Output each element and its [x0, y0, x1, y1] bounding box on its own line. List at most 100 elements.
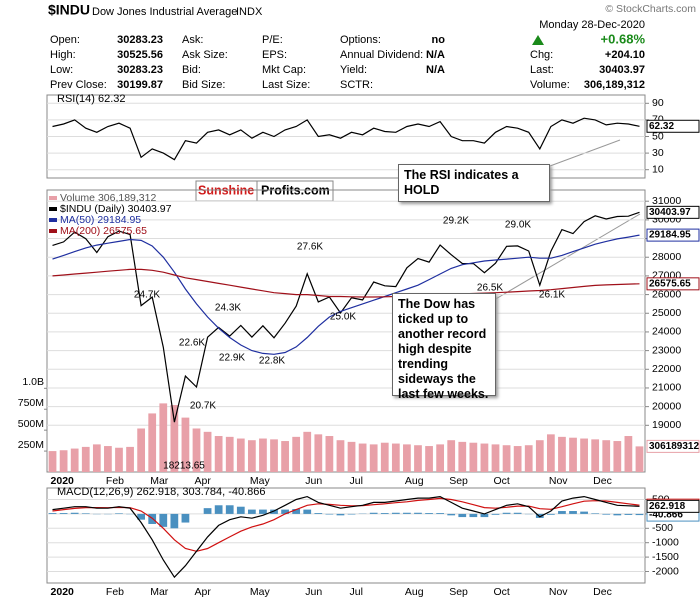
bar — [70, 512, 79, 514]
bar — [148, 413, 157, 472]
bar — [546, 513, 555, 515]
y-tick-label: 23000 — [652, 344, 681, 356]
panel-frame — [46, 487, 646, 584]
bar — [48, 451, 57, 472]
bar — [181, 417, 190, 472]
y2-tick-label: 750M — [18, 397, 44, 409]
bar — [491, 444, 500, 472]
symbol: $INDU — [48, 2, 90, 18]
x-tick-label: Jul — [350, 475, 363, 487]
stat-value: 30403.97 — [599, 64, 645, 76]
value-tag-label: 262.918 — [649, 501, 686, 512]
value-tag — [646, 277, 700, 291]
y-tick-label: 25000 — [652, 307, 681, 319]
bar — [192, 428, 201, 472]
bar — [325, 513, 334, 515]
quote-label: Options: — [340, 34, 381, 46]
up-arrow — [532, 35, 544, 45]
y-tick-label: 20000 — [652, 400, 681, 412]
bar — [558, 511, 566, 514]
x-tick-label: May — [250, 475, 271, 487]
annotation: 29.0K — [505, 220, 531, 231]
bar — [247, 509, 256, 514]
legend-swatch — [49, 196, 57, 200]
legend-swatch — [49, 218, 57, 222]
bar — [281, 441, 289, 472]
bar — [369, 444, 378, 472]
callout: The RSI indicates a HOLD — [398, 164, 550, 202]
panel-title: MACD(12,26,9) 262.918, 303.784, -40.866 — [57, 486, 266, 498]
bar — [436, 444, 445, 472]
quote-value: no — [432, 34, 446, 46]
bar — [580, 511, 588, 514]
line — [52, 117, 640, 161]
bar — [92, 444, 101, 472]
bar — [170, 405, 179, 472]
value-tag — [646, 205, 700, 219]
bar — [181, 513, 190, 523]
quote-label: Open: — [50, 34, 80, 46]
bar — [259, 438, 267, 472]
quote-label: SCTR: — [340, 79, 373, 91]
value-tag-label: 306189312 — [649, 441, 699, 452]
x-tick-label: Oct — [494, 475, 510, 487]
x-tick-label: Sep — [449, 586, 468, 598]
bar — [59, 450, 68, 472]
line — [52, 497, 640, 552]
bar — [458, 441, 467, 472]
quote-value: N/A — [426, 49, 445, 61]
bar — [613, 441, 622, 472]
bar — [115, 447, 123, 472]
bar — [602, 440, 611, 472]
bar — [447, 513, 456, 516]
annotation: 24.3K — [215, 303, 241, 314]
bar — [70, 448, 79, 472]
bar — [126, 446, 134, 472]
y-tick-label: 28000 — [652, 251, 681, 263]
x-tick-label: 2020 — [51, 475, 75, 487]
bar — [236, 438, 245, 472]
x-tick-label: Sep — [449, 475, 468, 487]
x-tick-label: Jun — [305, 475, 322, 487]
quote-label: Annual Dividend: — [340, 49, 423, 61]
bar — [391, 443, 400, 472]
bar — [369, 512, 378, 514]
bar — [225, 436, 234, 472]
panel-frame — [46, 189, 646, 473]
stat-label: Volume: — [530, 79, 570, 91]
bar — [115, 513, 123, 514]
bar — [48, 513, 57, 514]
bar — [480, 513, 489, 518]
stat-label: Chg: — [530, 49, 553, 61]
annotation: 18213.65 — [163, 461, 205, 472]
legend-swatch — [49, 229, 57, 233]
annotation: 26.5K — [477, 283, 503, 294]
bar — [203, 431, 212, 472]
x-tick-label: Dec — [593, 586, 612, 598]
x-tick-label: May — [250, 586, 271, 598]
bar — [314, 513, 323, 514]
y-tick-label: 30 — [652, 147, 664, 159]
legend-label: Volume 306,189,312 — [60, 192, 156, 204]
bar — [137, 428, 146, 472]
y2-tick-label: 500M — [18, 418, 44, 430]
bar — [558, 436, 566, 472]
bar — [336, 513, 345, 516]
x-tick-label: Mar — [150, 586, 169, 598]
y-tick-label: 26000 — [652, 288, 681, 300]
index-name: Dow Jones Industrial Average — [92, 6, 237, 18]
annotation: 22.8K — [259, 356, 285, 367]
bar — [414, 445, 422, 472]
bar — [247, 440, 256, 472]
bar — [259, 509, 267, 514]
x-tick-label: Mar — [150, 475, 169, 487]
bar — [425, 446, 433, 472]
x-tick-label: Jul — [350, 586, 363, 598]
bar — [270, 509, 278, 514]
quote-label: Last Size: — [262, 79, 310, 91]
value-tag — [646, 228, 700, 242]
date: Monday 28-Dec-2020 — [539, 19, 645, 31]
quote-label: High: — [50, 49, 76, 61]
annotation: 29.2K — [443, 216, 469, 227]
